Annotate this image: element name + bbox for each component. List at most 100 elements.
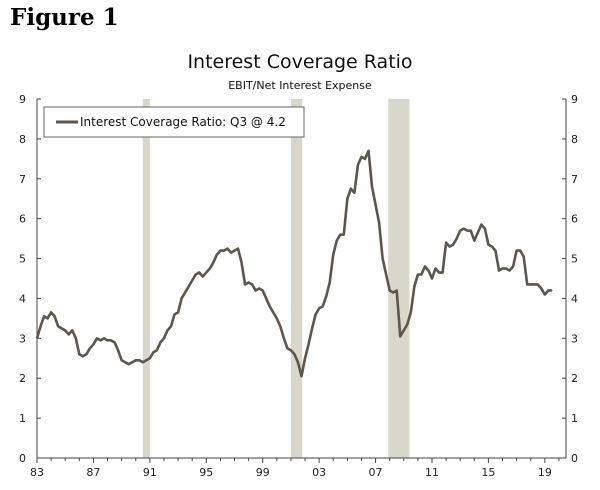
data-point (544, 293, 546, 296)
y-tick-label-right: 3 (571, 332, 578, 345)
data-point (318, 307, 320, 310)
data-point (237, 247, 239, 250)
y-tick-label-left: 7 (19, 173, 26, 186)
data-point (445, 242, 447, 244)
data-point (216, 253, 218, 256)
data-point (128, 363, 130, 365)
data-point (498, 269, 500, 272)
data-point (43, 315, 45, 317)
data-point (501, 267, 504, 270)
data-point (272, 311, 274, 314)
data-point (378, 222, 380, 224)
data-point (223, 249, 225, 252)
data-point (279, 325, 281, 327)
data-point (300, 375, 303, 377)
data-point (456, 238, 458, 240)
data-point (209, 267, 211, 270)
data-point (466, 230, 468, 232)
data-point (61, 327, 63, 329)
data-point (353, 192, 355, 194)
y-tick-label-right: 6 (571, 213, 578, 226)
data-point (304, 357, 306, 359)
data-point (399, 335, 401, 337)
data-point (477, 232, 479, 234)
series (35, 149, 553, 378)
data-point (537, 283, 539, 286)
data-point (68, 333, 70, 335)
data-point (297, 361, 299, 363)
data-point (191, 279, 193, 282)
data-point (110, 339, 112, 341)
data-point (449, 245, 451, 248)
data-point (505, 267, 507, 270)
data-point (547, 289, 549, 292)
x-tick-label: 19 (538, 466, 552, 479)
data-point (290, 349, 292, 351)
data-point (459, 230, 461, 232)
data-point (131, 361, 133, 363)
recession-bands (142, 99, 410, 458)
data-point (135, 359, 137, 361)
data-point (463, 228, 465, 230)
data-point (124, 361, 126, 363)
legend: Interest Coverage Ratio: Q3 @ 4.2 (43, 106, 305, 138)
data-point (293, 353, 296, 355)
data-point (473, 240, 475, 242)
data-point (152, 351, 154, 353)
data-point (36, 337, 38, 339)
data-point (551, 289, 553, 292)
data-point (382, 257, 384, 260)
data-point (103, 337, 105, 339)
data-point (219, 249, 221, 252)
x-tick-label: 03 (312, 466, 326, 479)
data-point (82, 355, 84, 357)
data-point (431, 277, 433, 280)
data-point (516, 249, 518, 252)
y-tick-label-left: 5 (19, 253, 26, 266)
data-point (392, 291, 394, 294)
data-point (452, 243, 454, 246)
data-point (512, 265, 514, 268)
data-point (360, 156, 363, 158)
data-point (427, 269, 430, 272)
data-point (322, 305, 324, 308)
data-point (89, 347, 91, 349)
data-point (233, 249, 236, 252)
recession-band (142, 99, 150, 458)
y-tick-label-left: 0 (19, 452, 26, 465)
legend-box (43, 106, 305, 138)
data-point (396, 289, 398, 292)
y-tick-label-right: 4 (571, 292, 578, 305)
data-point (145, 359, 147, 361)
data-point (286, 347, 288, 349)
data-point (92, 343, 95, 345)
y-tick-label-right: 7 (571, 173, 578, 186)
data-point (364, 158, 366, 160)
data-point (434, 267, 437, 270)
data-point (240, 261, 243, 264)
x-tick-label: 95 (199, 466, 213, 479)
y-tick-label-left: 6 (19, 213, 26, 226)
data-point (526, 283, 528, 286)
data-point (367, 150, 370, 152)
y-tick-label-right: 1 (571, 412, 578, 425)
data-point (64, 329, 66, 331)
figure-label: Figure 1 (10, 4, 119, 31)
recession-band (290, 99, 303, 458)
data-point (46, 317, 49, 319)
y-tick-label-right: 9 (571, 93, 578, 106)
data-point (413, 285, 415, 288)
data-point (311, 327, 313, 329)
data-point (491, 245, 493, 248)
x-tick-label: 07 (369, 466, 383, 479)
data-point (350, 188, 352, 190)
data-point (265, 297, 267, 300)
data-point (251, 283, 253, 286)
data-point (149, 357, 151, 359)
data-point (230, 251, 232, 254)
data-point (248, 281, 250, 284)
data-point (530, 283, 532, 286)
data-point (258, 287, 260, 290)
y-tick-label-left: 1 (19, 412, 26, 425)
data-point (540, 287, 542, 290)
